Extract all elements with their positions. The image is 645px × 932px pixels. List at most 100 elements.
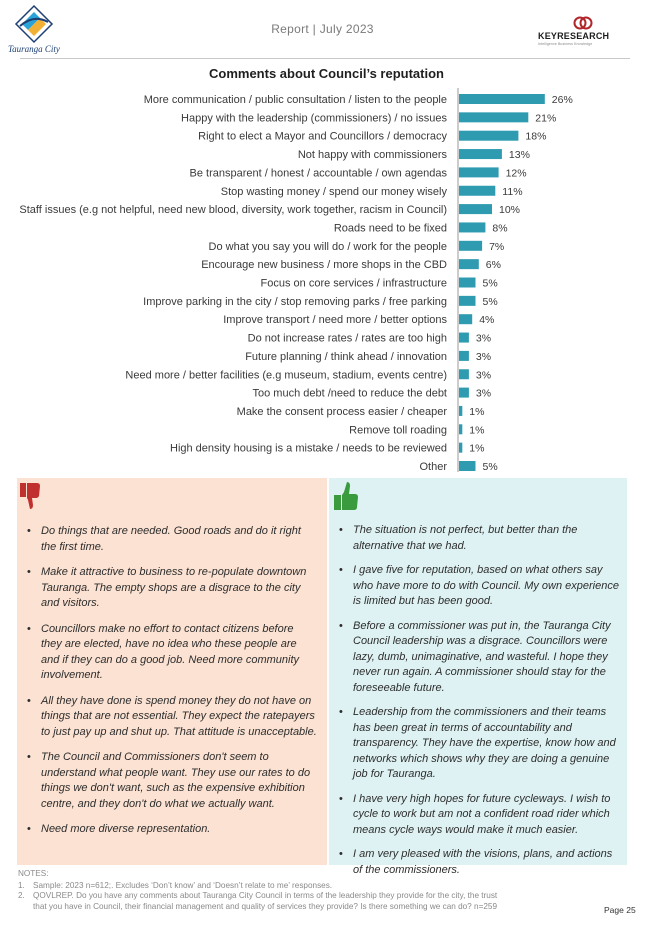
negative-comments-list: Do things that are needed. Good roads an… [19, 524, 317, 848]
category-label: Focus on core services / infrastructure [261, 278, 447, 290]
category-label: Not happy with commissioners [298, 149, 448, 161]
value-label: 26% [552, 94, 573, 106]
value-label: 13% [509, 149, 530, 161]
category-label: Improve parking in the city / stop remov… [143, 296, 447, 308]
category-label: Do what you say you will do / work for t… [209, 241, 447, 253]
report-title: Report | July 2023 [271, 22, 374, 36]
comment-item: Before a commissioner was put in, the Ta… [331, 619, 619, 697]
reputation-bar-chart: More communication / public consultation… [19, 88, 573, 473]
bar [459, 259, 479, 270]
value-label: 3% [476, 351, 491, 363]
category-label: Do not increase rates / rates are too hi… [248, 333, 447, 345]
category-label: Roads need to be fixed [334, 222, 447, 234]
bar [459, 149, 502, 160]
negative-comments-panel: Do things that are needed. Good roads an… [17, 478, 327, 865]
bar [459, 424, 463, 435]
comment-item: The situation is not perfect, but better… [331, 523, 619, 554]
note-number: 1. [18, 880, 25, 890]
chart-title: Comments about Council’s reputation [209, 66, 444, 81]
category-label: Too much debt /need to reduce the debt [253, 388, 447, 400]
bar [459, 185, 496, 196]
bar [459, 350, 469, 361]
category-label: More communication / public consultation… [144, 94, 447, 106]
keyresearch-logo: KEYRESEARCH Intelligence Business Knowle… [536, 16, 628, 48]
note-text: QOVLREP. Do you have any comments about … [33, 891, 498, 911]
comment-item: I am very pleased with the visions, plan… [331, 847, 619, 878]
value-label: 1% [469, 424, 484, 436]
bar [459, 295, 476, 306]
bar [459, 332, 469, 343]
bar [459, 277, 476, 288]
positive-comments-panel: The situation is not perfect, but better… [329, 478, 627, 876]
value-label: 11% [502, 186, 522, 198]
value-label: 7% [489, 241, 504, 253]
category-label: Stop wasting money / spend our money wis… [221, 186, 448, 198]
value-label: 1% [469, 406, 484, 418]
value-label: 21% [535, 112, 556, 124]
category-label: Remove toll roading [349, 424, 447, 436]
value-label: 4% [479, 314, 494, 326]
category-label: Need more / better facilities (e.g museu… [125, 369, 447, 381]
value-label: 8% [492, 222, 507, 234]
keyresearch-brand-text: KEYRESEARCH [538, 31, 610, 41]
page-header: Tauranga City Report | July 2023 KEYRESE… [0, 0, 645, 59]
keyresearch-tagline: Intelligence Business Knowledge [538, 42, 593, 46]
value-label: 5% [483, 461, 498, 473]
comment-item: All they have done is spend money they d… [19, 694, 317, 741]
page-number: Page 25 [604, 905, 636, 915]
bar [459, 442, 463, 453]
category-label: Happy with the leadership (commissioners… [181, 112, 447, 124]
note-number: 2. [18, 891, 25, 900]
value-label: 18% [525, 131, 546, 143]
bar [459, 461, 476, 471]
value-label: 3% [476, 369, 491, 381]
bar [459, 130, 519, 141]
category-label: Encourage new business / more shops in t… [201, 259, 447, 271]
bar [459, 314, 473, 325]
category-label: High density housing is a mistake / need… [170, 443, 447, 455]
category-label: Improve transport / need more / better o… [223, 314, 447, 326]
comment-item: Need more diverse representation. [19, 822, 317, 838]
category-label: Be transparent / honest / accountable / … [190, 167, 448, 179]
notes-section: NOTES: 1. Sample: 2023 n=612;. Excludes … [18, 869, 498, 912]
category-label: Other [419, 461, 447, 473]
bar [459, 204, 492, 215]
comment-item: I gave five for reputation, based on wha… [331, 563, 619, 610]
comment-item: Leadership from the commissioners and th… [331, 705, 619, 783]
comment-item: Do things that are needed. Good roads an… [19, 524, 317, 555]
thumbs-down-icon [20, 483, 40, 509]
value-label: 5% [483, 278, 498, 290]
value-label: 12% [506, 167, 527, 179]
bar [459, 369, 469, 380]
comment-item: The Council and Commissioners don't seem… [19, 750, 317, 812]
comment-item: I have very high hopes for future cyclew… [331, 792, 619, 839]
bar [459, 94, 545, 104]
bar [459, 405, 463, 416]
comment-item: Councillors make no effort to contact ci… [19, 622, 317, 684]
category-label: Future planning / think ahead / innovati… [245, 351, 447, 363]
category-label: Staff issues (e.g not helpful, need new … [19, 204, 447, 216]
value-label: 3% [476, 388, 491, 400]
tauranga-logo-mark-icon [14, 4, 54, 44]
notes-title: NOTES: [18, 869, 49, 878]
note-text: Sample: 2023 n=612;. Excludes ‘Don’t kno… [33, 880, 333, 890]
bar [459, 222, 486, 233]
category-label: Make the consent process easier / cheape… [237, 406, 448, 418]
value-label: 5% [483, 296, 498, 308]
header-divider [20, 58, 630, 59]
keyresearch-rings-icon [573, 16, 593, 30]
logo-city-text: Tauranga City [8, 44, 60, 54]
value-label: 1% [469, 443, 484, 455]
note-item: 1. Sample: 2023 n=612;. Excludes ‘Don’t … [18, 881, 498, 892]
value-label: 3% [476, 333, 491, 345]
bar [459, 167, 499, 178]
comment-item: Make it attractive to business to re-pop… [19, 565, 317, 612]
value-label: 6% [486, 259, 501, 271]
positive-comments-list: The situation is not perfect, but better… [331, 523, 619, 887]
bar [459, 387, 469, 398]
tauranga-city-logo: Tauranga City [6, 4, 66, 54]
value-label: 10% [499, 204, 520, 216]
category-label: Right to elect a Mayor and Councillors /… [198, 131, 447, 143]
note-item: 2. QOVLREP. Do you have any comments abo… [18, 891, 498, 912]
bar [459, 112, 529, 123]
